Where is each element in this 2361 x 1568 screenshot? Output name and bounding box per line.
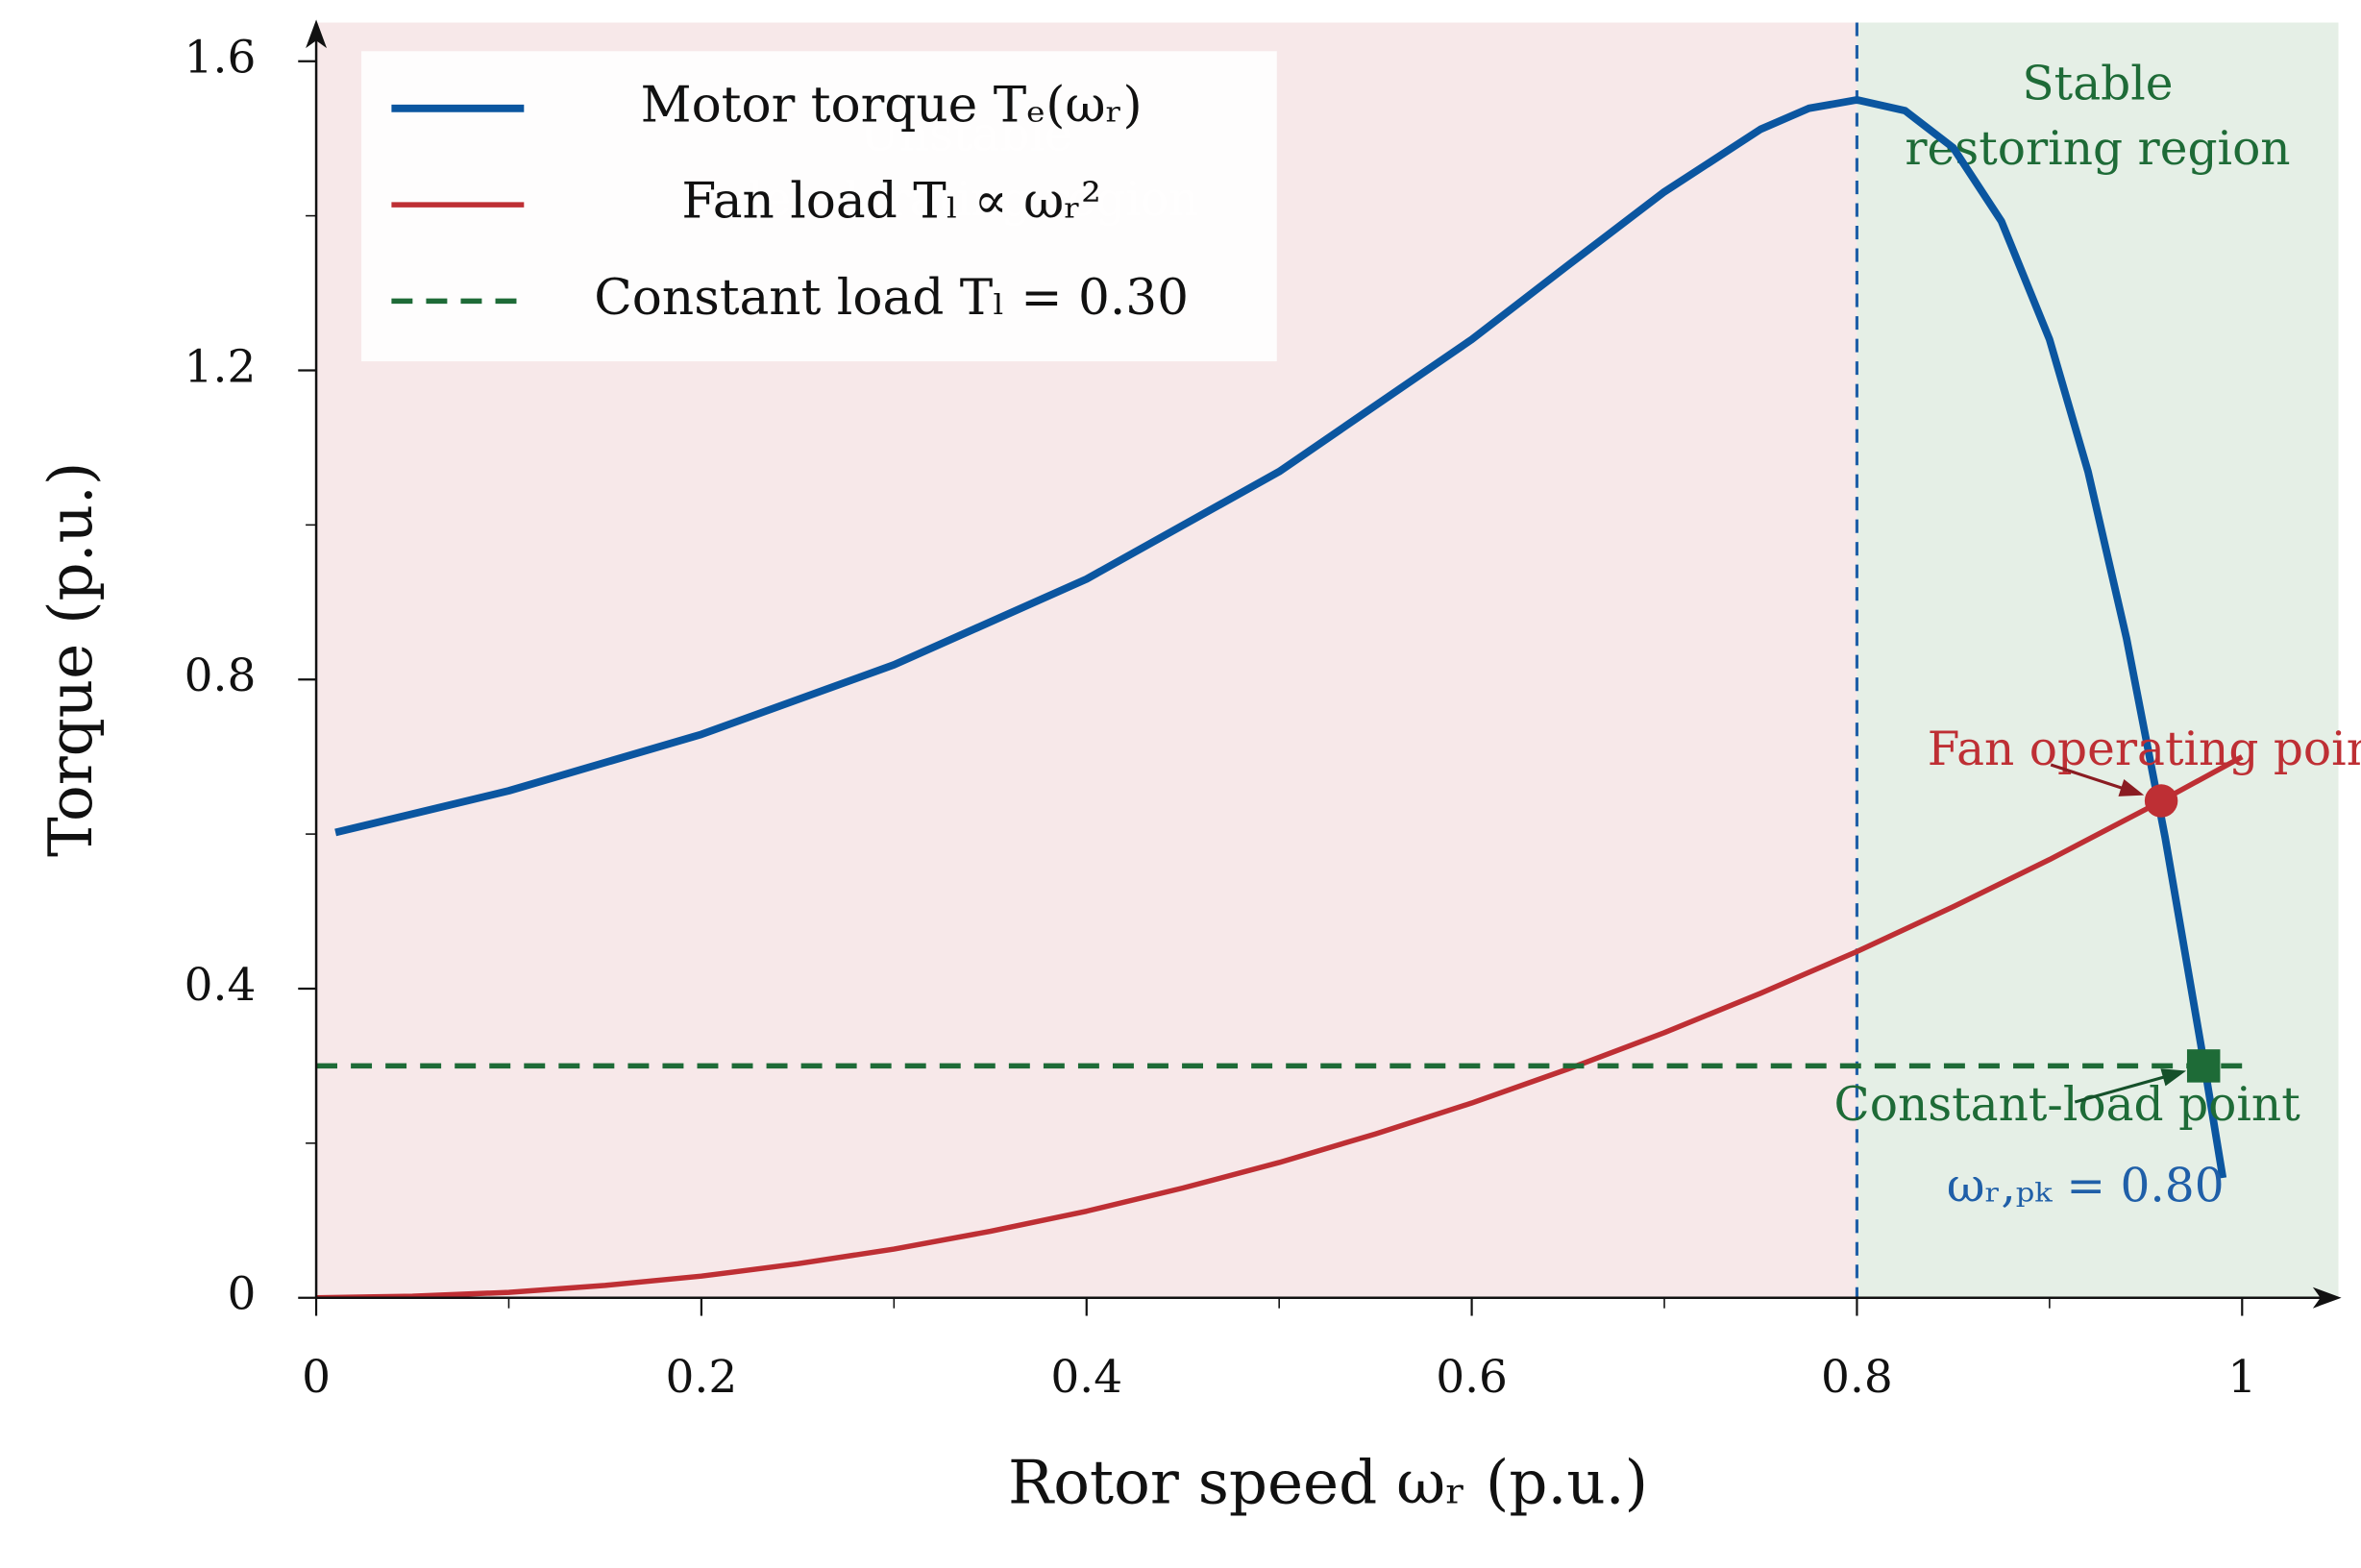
legend-label: Fan load Tₗ ∝ ωᵣ² bbox=[681, 173, 1101, 231]
x-tick-label: 0.2 bbox=[666, 1351, 738, 1404]
point-arrowhead bbox=[2118, 778, 2145, 796]
y-tick-label: 1.2 bbox=[184, 340, 257, 393]
x-tick-label: 0.8 bbox=[1821, 1351, 1893, 1404]
peak-label: ωᵣ,ₚₖ = 0.80 bbox=[1947, 1159, 2225, 1213]
point-label: Constant-load point bbox=[1834, 1078, 2301, 1132]
point-arrowhead bbox=[2160, 1068, 2187, 1087]
region-label: Stable bbox=[2022, 57, 2173, 110]
legend-label: Motor torque Tₑ(ωᵣ) bbox=[641, 76, 1143, 134]
y-tick-label: 0 bbox=[227, 1268, 256, 1321]
point-label: Fan operating point bbox=[1928, 723, 2361, 776]
y-tick-label: 1.6 bbox=[184, 32, 257, 85]
y-axis-arrow bbox=[306, 19, 328, 49]
series-line bbox=[334, 96, 2227, 1179]
x-axis-label: Rotor speed ωᵣ (p.u.) bbox=[1008, 1448, 1648, 1518]
point-arrow bbox=[2074, 1074, 2170, 1104]
y-tick-label: 0.4 bbox=[184, 959, 257, 1012]
operating-point bbox=[2144, 784, 2178, 818]
x-axis-arrow bbox=[2312, 1286, 2342, 1309]
y-tick-label: 0.8 bbox=[184, 649, 257, 702]
x-tick-label: 0.6 bbox=[1436, 1351, 1508, 1404]
x-tick-label: 0.4 bbox=[1050, 1351, 1122, 1404]
region bbox=[1857, 22, 2339, 1298]
legend: Motor torque Tₑ(ωᵣ) Fan load Tₗ ∝ ωᵣ² Cons… bbox=[361, 51, 1277, 362]
y-axis-label: Torque (p.u.) bbox=[36, 462, 106, 857]
operating-point bbox=[2186, 1049, 2221, 1083]
axes: 0 0.2 0.4 0.6 0.8 1 0 0.4 0.8 1.2 1.6 bbox=[184, 19, 2342, 1404]
annotations: ωᵣ,ₚₖ = 0.80 Fan operating point Constant-… bbox=[1834, 723, 2361, 1213]
series-line bbox=[316, 754, 2244, 1298]
legend-label: Constant load Tₗ = 0.30 bbox=[594, 269, 1189, 327]
x-tick-label: 0 bbox=[302, 1351, 331, 1404]
plot-area bbox=[316, 22, 2244, 1298]
point-arrow bbox=[2050, 763, 2127, 792]
x-tick-label: 1 bbox=[2227, 1351, 2256, 1404]
